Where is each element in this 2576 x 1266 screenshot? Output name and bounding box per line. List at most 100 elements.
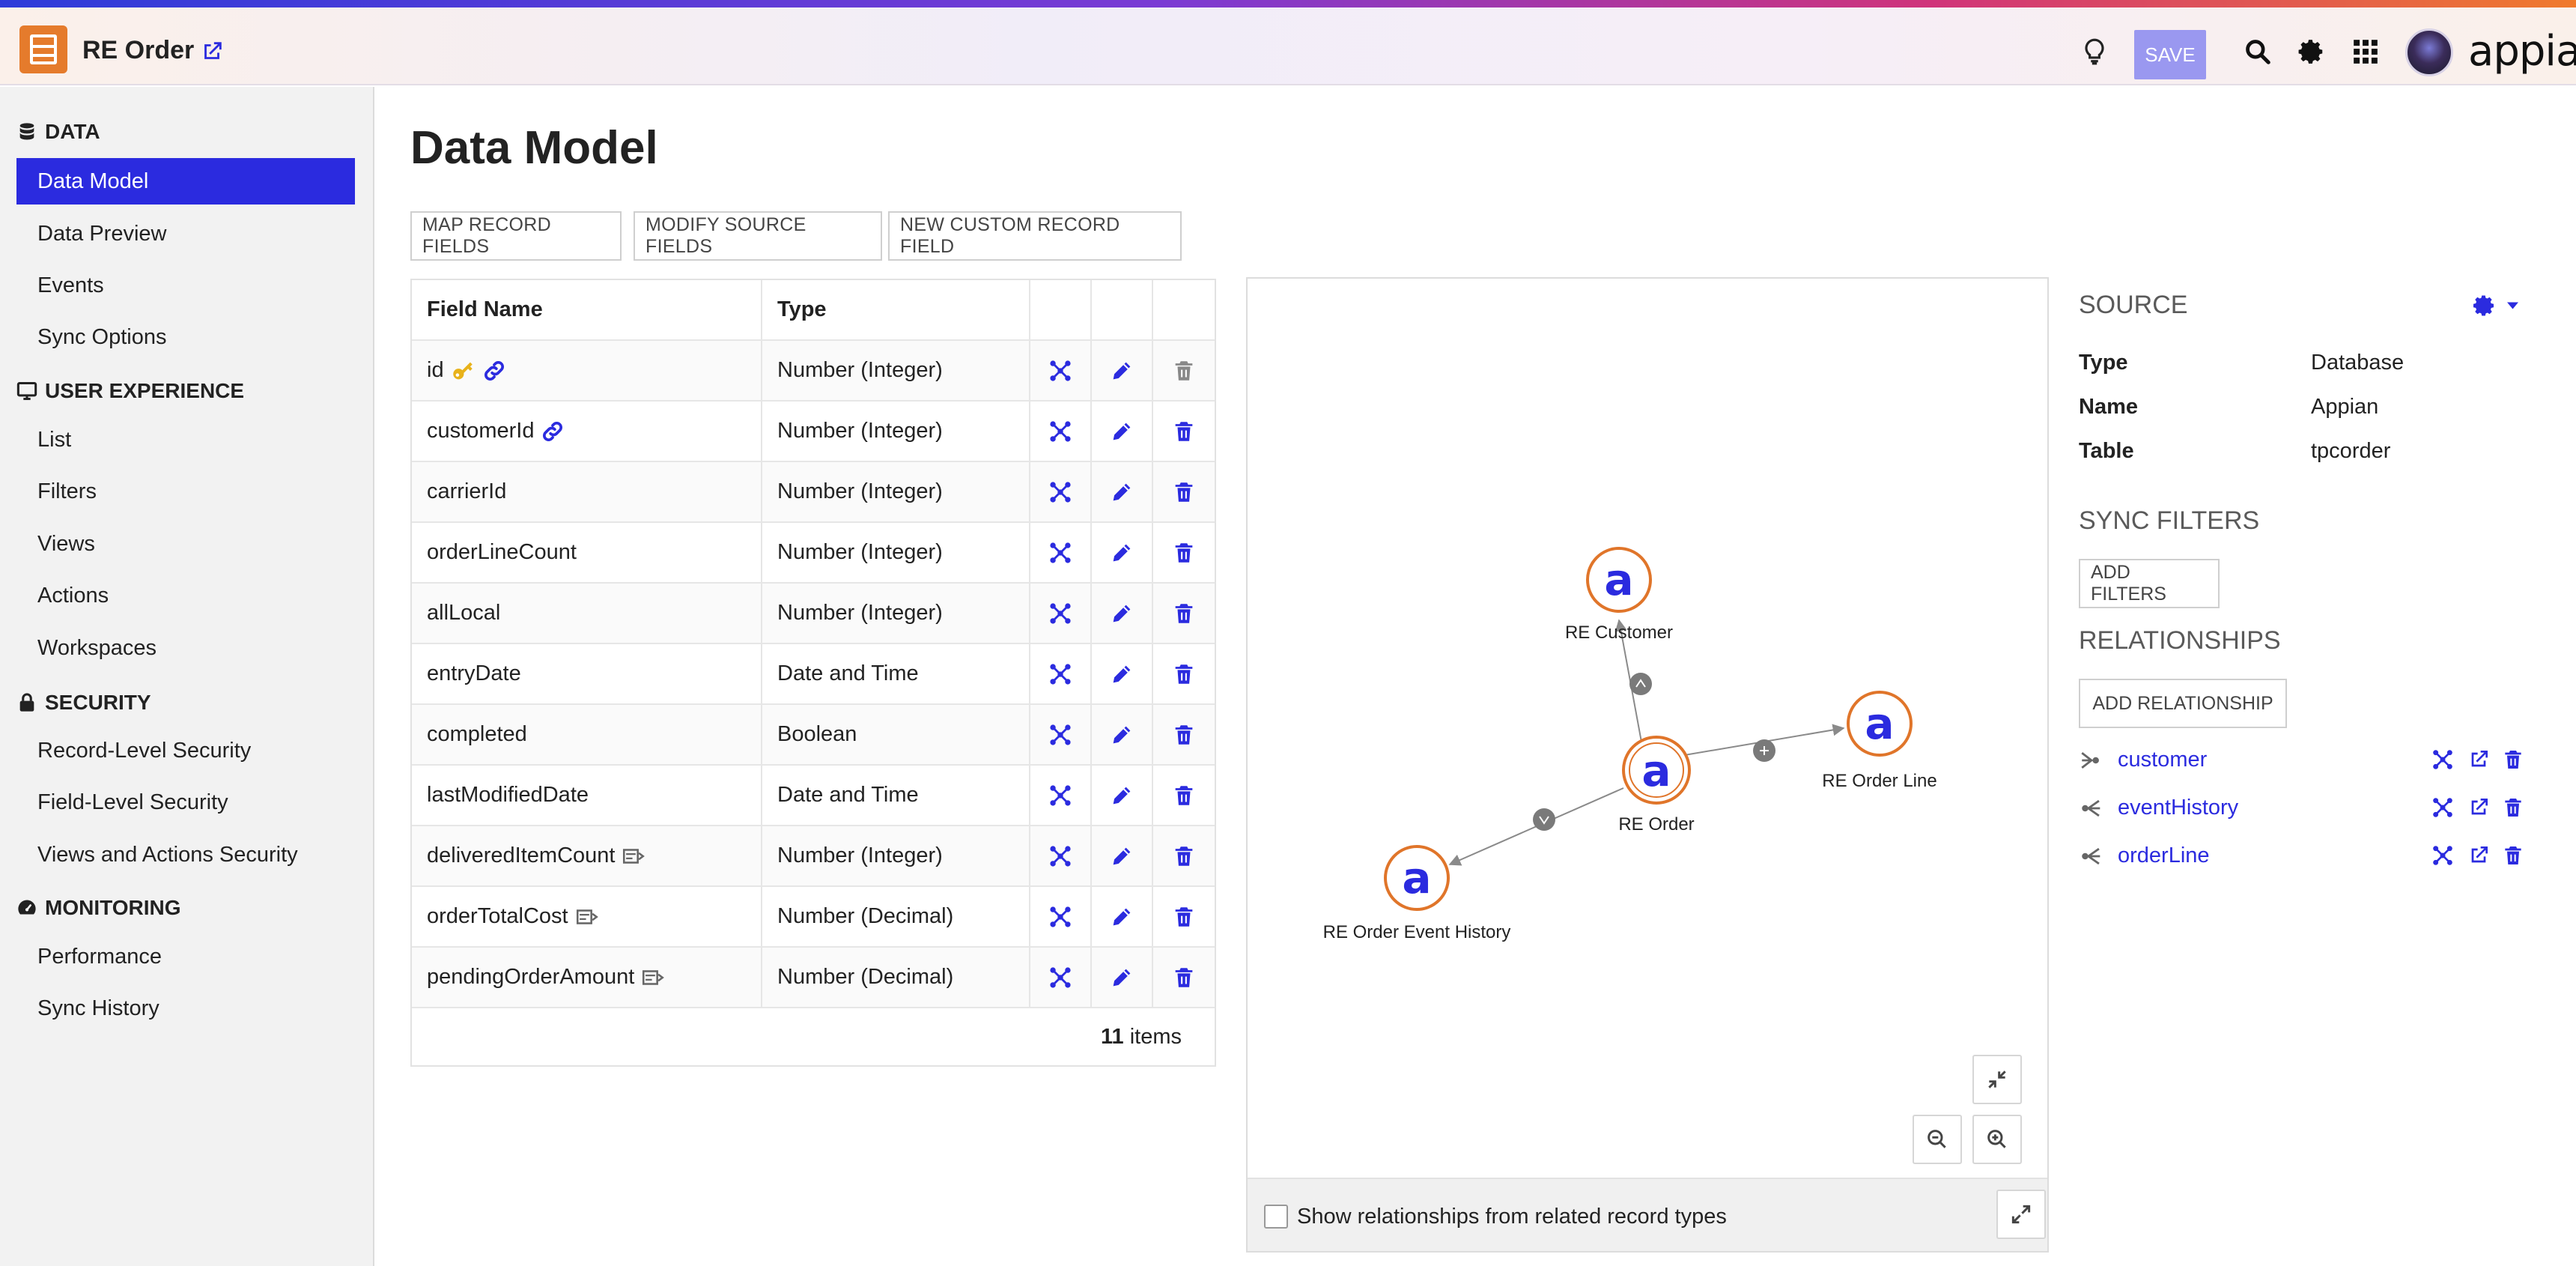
table-row[interactable]: orderLineCount Number (Integer) [412,523,1215,584]
relationship-name[interactable]: eventHistory [2118,796,2239,820]
sidebar-item-sync-options[interactable]: Sync Options [37,324,167,349]
delete-icon[interactable] [1153,766,1215,825]
table-row[interactable]: orderTotalCost Number (Decimal) [412,887,1215,948]
map-field-icon[interactable] [1030,523,1092,582]
map-field-icon[interactable] [1030,705,1092,764]
table-row[interactable]: id Number (Integer) [412,341,1215,402]
edit-icon[interactable] [1092,402,1153,461]
map-field-icon[interactable] [1030,887,1092,946]
zoom-out-button[interactable] [1913,1115,1962,1164]
show-related-checkbox[interactable] [1264,1205,1288,1229]
edit-icon[interactable] [1092,826,1153,885]
edit-icon[interactable] [1092,523,1153,582]
search-icon[interactable] [2244,37,2272,66]
open-external-icon[interactable] [2467,844,2491,867]
add-relationship-button[interactable]: ADD RELATIONSHIP [2079,679,2287,728]
map-field-icon[interactable] [1030,766,1092,825]
edit-icon[interactable] [1092,887,1153,946]
delete-icon[interactable] [2501,748,2525,772]
delete-icon[interactable] [1153,644,1215,703]
table-row[interactable]: allLocal Number (Integer) [412,584,1215,644]
app-grid-icon[interactable] [2351,37,2380,66]
sidebar-item-views[interactable]: Views [37,531,95,556]
open-external-icon[interactable] [199,39,225,64]
sidebar-item-performance[interactable]: Performance [37,944,162,969]
delete-icon[interactable] [2501,796,2525,820]
sidebar-item-views-actions-security[interactable]: Views and Actions Security [37,842,298,867]
table-row[interactable]: customerId Number (Integer) [412,402,1215,462]
expand-diagram-button[interactable] [1996,1190,2046,1239]
edit-icon[interactable] [1092,584,1153,643]
zoom-in-button[interactable] [1972,1115,2022,1164]
relationship-diagram[interactable]: a RE Customer a RE Order a RE Order Line… [1246,277,2049,1253]
map-field-icon[interactable] [1030,948,1092,1007]
open-external-icon[interactable] [2467,748,2491,772]
lightbulb-icon[interactable] [2080,37,2109,66]
edit-icon[interactable] [1092,341,1153,400]
delete-icon[interactable] [1153,948,1215,1007]
sidebar-item-sync-history[interactable]: Sync History [37,996,160,1020]
sidebar-item-filters[interactable]: Filters [37,479,97,503]
open-external-icon[interactable] [2467,796,2491,820]
edit-icon[interactable] [1092,644,1153,703]
delete-icon[interactable] [1153,887,1215,946]
delete-icon[interactable] [1153,826,1215,885]
node-re-order-line[interactable]: a RE Order Line [1822,691,1937,791]
delete-icon[interactable] [2501,844,2525,867]
sidebar-item-actions[interactable]: Actions [37,583,109,608]
edit-icon[interactable] [1092,948,1153,1007]
sidebar-item-data-preview[interactable]: Data Preview [37,221,167,246]
modify-source-fields-button[interactable]: MODIFY SOURCE FIELDS [634,211,882,261]
link-icon[interactable] [482,358,507,384]
delete-icon[interactable] [1153,705,1215,764]
delete-icon[interactable] [1153,584,1215,643]
relationship-name[interactable]: orderLine [2118,844,2210,867]
gear-icon[interactable] [2297,37,2326,66]
node-re-customer[interactable]: a RE Customer [1565,547,1673,643]
link-icon[interactable] [540,419,565,444]
map-field-icon[interactable] [1030,826,1092,885]
table-row[interactable]: entryDate Date and Time [412,644,1215,705]
edit-icon[interactable] [1092,766,1153,825]
map-relationship-icon[interactable] [2431,844,2455,867]
map-relationship-icon[interactable] [2431,796,2455,820]
new-custom-record-field-button[interactable]: NEW CUSTOM RECORD FIELD [888,211,1182,261]
table-row[interactable]: carrierId Number (Integer) [412,462,1215,523]
map-record-fields-button[interactable]: MAP RECORD FIELDS [410,211,622,261]
add-filters-button[interactable]: ADD FILTERS [2079,559,2220,608]
sidebar-item-record-level-security[interactable]: Record-Level Security [37,738,252,763]
edge-badge[interactable] [1533,808,1555,831]
sidebar-item-field-level-security[interactable]: Field-Level Security [37,790,228,814]
sidebar-item-data-model[interactable]: Data Model [16,158,355,205]
sidebar-item-workspaces[interactable]: Workspaces [37,635,157,660]
show-related-label[interactable]: Show relationships from related record t… [1297,1205,1727,1229]
table-row[interactable]: lastModifiedDate Date and Time [412,766,1215,826]
table-row[interactable]: pendingOrderAmount Number (Decimal) [412,948,1215,1008]
source-settings-dropdown-icon[interactable] [2471,292,2525,319]
map-field-icon[interactable] [1030,341,1092,400]
table-row[interactable]: deliveredItemCount Number (Integer) [412,826,1215,887]
sidebar-item-events[interactable]: Events [37,273,104,297]
table-row[interactable]: completed Boolean [412,705,1215,766]
node-re-order-event-history[interactable]: a RE Order Event History [1323,845,1511,942]
node-re-order[interactable]: a RE Order [1618,736,1695,835]
user-avatar[interactable] [2405,28,2453,76]
edge-badge[interactable] [1629,673,1652,695]
diagram-canvas[interactable]: a RE Customer a RE Order a RE Order Line… [1248,279,2047,1178]
map-relationship-icon[interactable] [2431,748,2455,772]
edit-icon[interactable] [1092,462,1153,521]
map-field-icon[interactable] [1030,644,1092,703]
sidebar-item-list[interactable]: List [37,427,72,452]
relationship-name[interactable]: customer [2118,748,2208,772]
map-field-icon[interactable] [1030,402,1092,461]
field-type: Number (Integer) [762,523,1030,582]
delete-icon[interactable] [1153,402,1215,461]
save-button[interactable]: SAVE [2134,30,2206,79]
delete-icon[interactable] [1153,462,1215,521]
map-field-icon[interactable] [1030,462,1092,521]
collapse-diagram-button[interactable] [1972,1055,2022,1104]
delete-icon[interactable] [1153,523,1215,582]
map-field-icon[interactable] [1030,584,1092,643]
edge-badge[interactable] [1753,739,1775,762]
edit-icon[interactable] [1092,705,1153,764]
